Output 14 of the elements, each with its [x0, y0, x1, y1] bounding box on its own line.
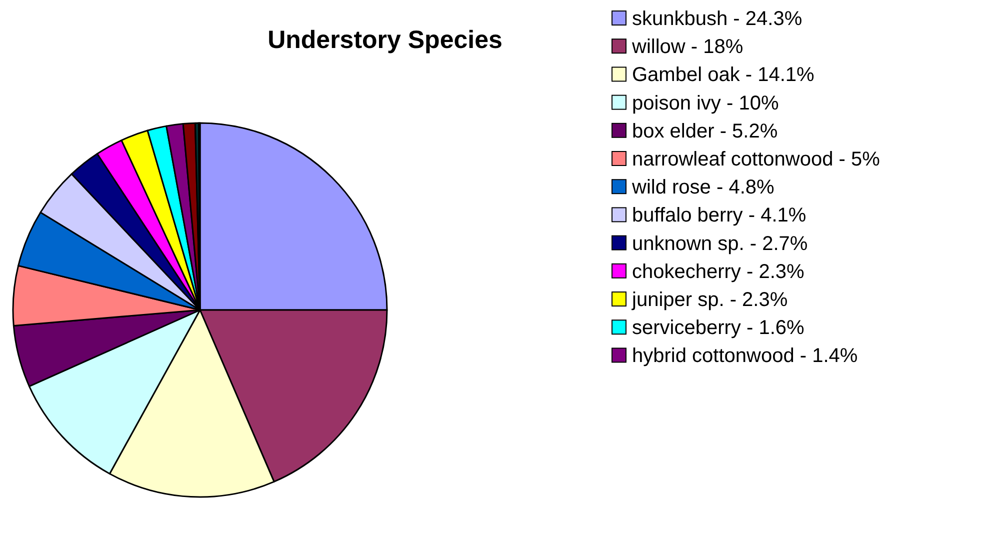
legend-label: serviceberry - 1.6% — [632, 317, 804, 340]
legend-label: Gambel oak - 14.1% — [632, 64, 815, 86]
legend-label: box elder - 5.2% — [632, 120, 778, 142]
legend-label: willow - 18% — [631, 36, 744, 58]
legend-label: wild rose - 4.8% — [631, 176, 774, 199]
legend-label: skunkbush - 24.3% — [632, 8, 802, 30]
legend-label: narrowleaf cottonwood - 5% — [632, 148, 880, 170]
legend-label: unknown sp. - 2.7% — [632, 232, 808, 255]
legend-label: juniper sp. - 2.3% — [631, 289, 788, 311]
legend-label: buffalo berry - 4.1% — [632, 204, 806, 227]
text: Understory Species — [268, 26, 502, 54]
legend-label: hybrid cottonwood - 1.4% — [632, 345, 858, 368]
legend-label: chokecherry - 2.3% — [632, 260, 805, 283]
legend-label: poison ivy - 10% — [632, 92, 779, 114]
